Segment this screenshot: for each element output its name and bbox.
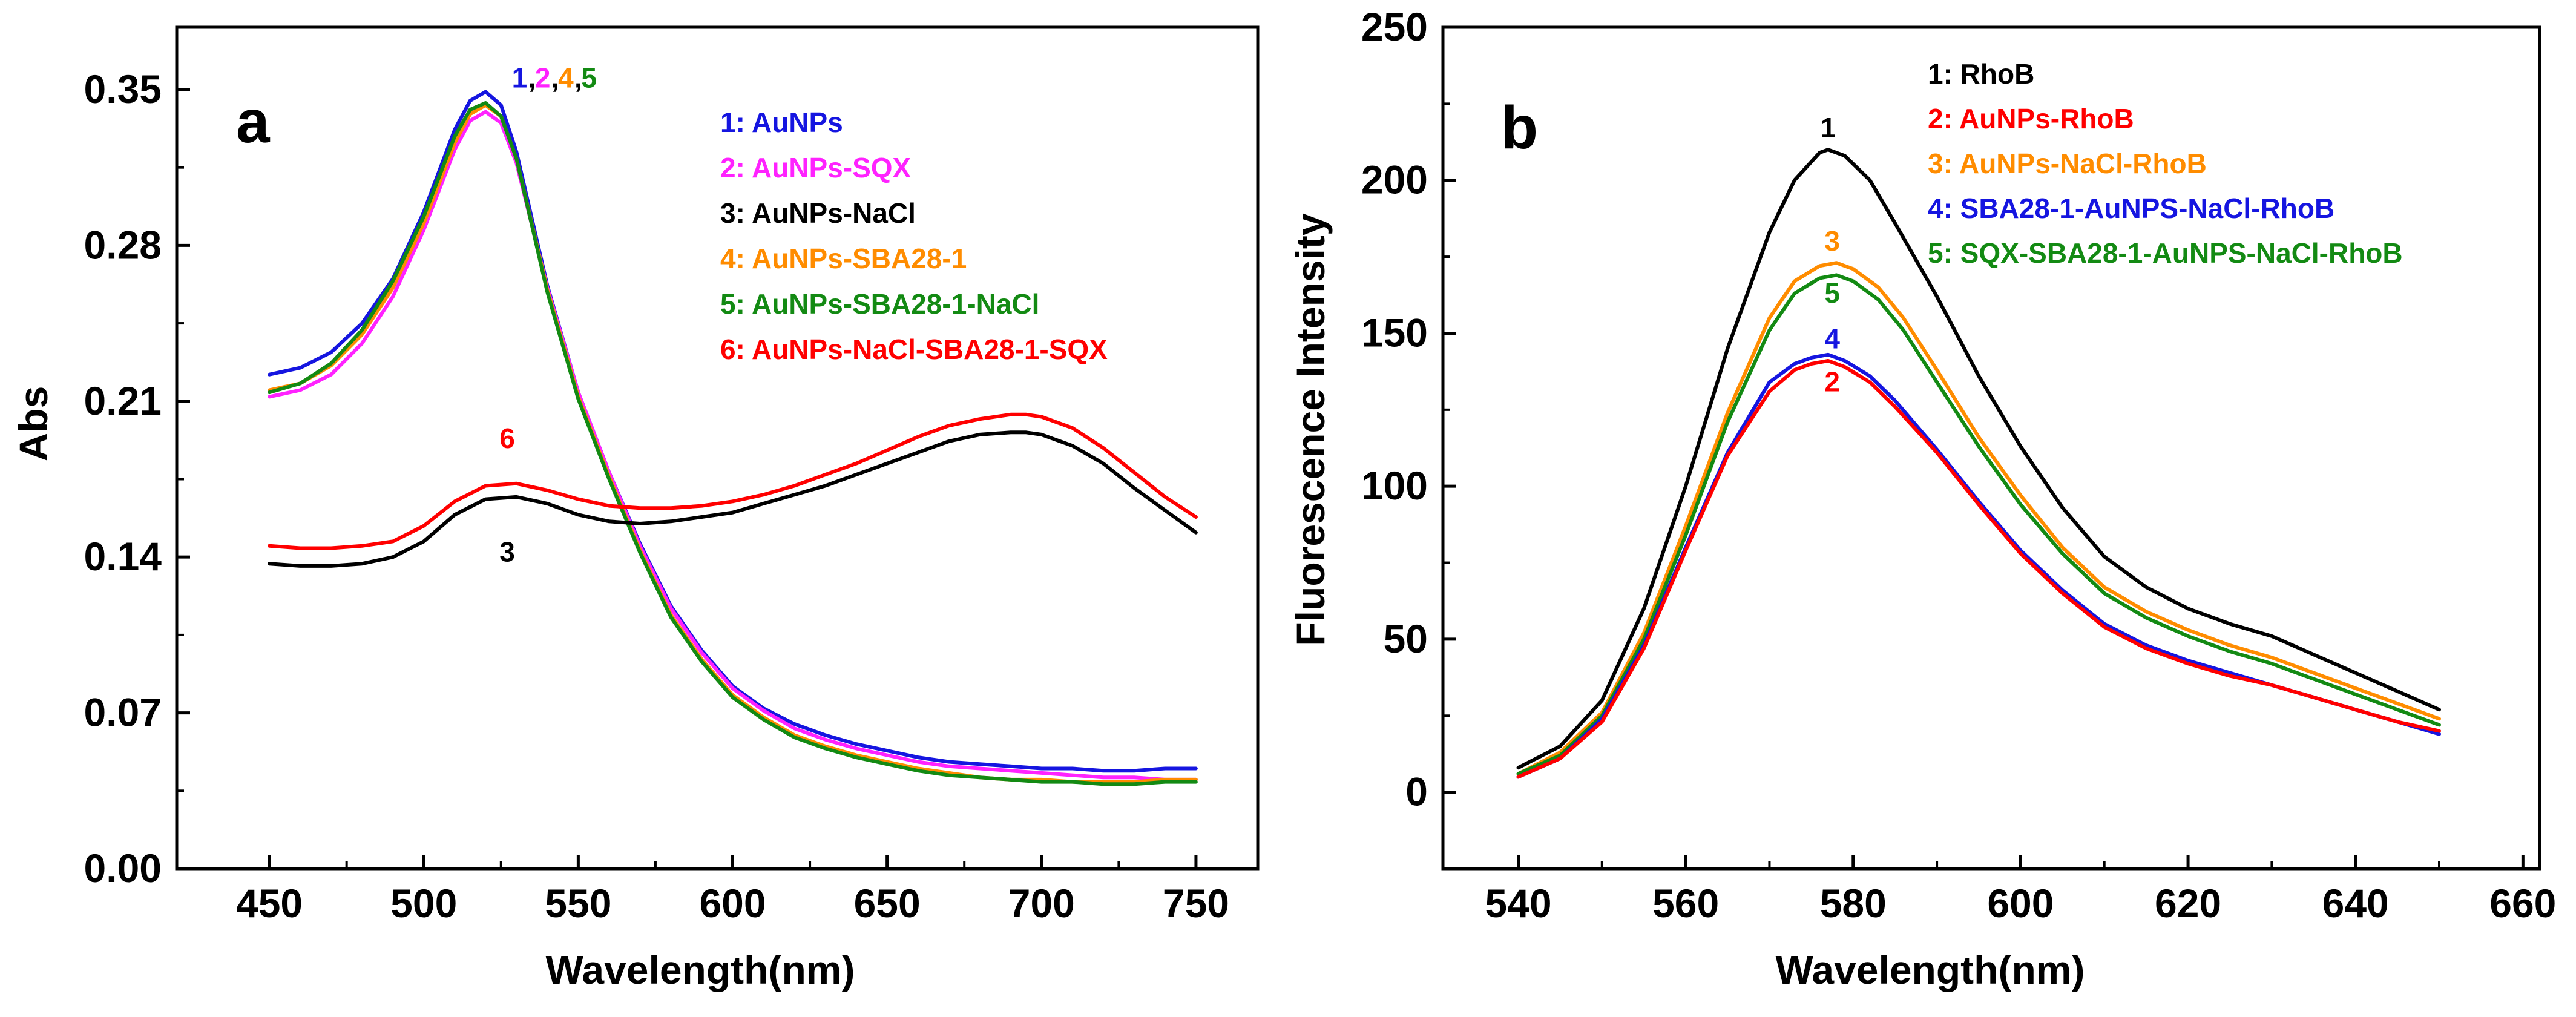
curve-number-label: 5 bbox=[581, 62, 597, 93]
legend-entry: 5: AuNPs-SBA28-1-NaCl bbox=[720, 288, 1039, 320]
curve-number-label: 4 bbox=[558, 62, 574, 93]
curve-number-label: , bbox=[574, 62, 582, 93]
panel-a-y-axis-title: Abs bbox=[11, 386, 56, 462]
y-tick-label: 0.28 bbox=[84, 222, 162, 267]
y-tick-label: 0 bbox=[1405, 769, 1428, 814]
panel-b-plot-frame bbox=[1441, 25, 2542, 871]
legend-entry: 1: RhoB bbox=[1928, 58, 2034, 90]
panel-a-plot-frame bbox=[175, 25, 1260, 871]
series-line bbox=[268, 101, 1198, 786]
y-tick-label: 150 bbox=[1361, 310, 1428, 355]
x-tick-label: 550 bbox=[545, 881, 611, 926]
y-tick-label: 0.14 bbox=[84, 534, 162, 579]
y-tick-label: 50 bbox=[1384, 616, 1428, 661]
y-tick-label: 200 bbox=[1361, 157, 1428, 202]
legend-entry: 6: AuNPs-NaCl-SBA28-1-SQX bbox=[720, 334, 1108, 365]
legend-entry: 2: AuNPs-RhoB bbox=[1928, 103, 2134, 134]
curve-number-label: 2 bbox=[535, 62, 551, 93]
x-tick-label: 660 bbox=[2489, 881, 2556, 926]
panel-a-letter: a bbox=[236, 88, 271, 156]
x-tick-label: 640 bbox=[2322, 881, 2389, 926]
x-tick-label: 650 bbox=[854, 881, 921, 926]
series-line bbox=[1516, 352, 2441, 779]
panel-a-absorbance-chart: 450 500 550 600 650 700 750 0.00 0.07 0.14 0.21 0.2… bbox=[11, 25, 1260, 992]
legend-entry: 3: AuNPs-NaCl-RhoB bbox=[1928, 148, 2207, 179]
curve-number-label: , bbox=[551, 62, 559, 93]
curve-number-label: 4 bbox=[1824, 323, 1840, 355]
panel-b-series bbox=[1516, 148, 2441, 779]
legend-entry: 5: SQX-SBA28-1-AuNPS-NaCl-RhoB bbox=[1928, 237, 2403, 269]
legend-entry: 4: SBA28-1-AuNPS-NaCl-RhoB bbox=[1928, 193, 2334, 224]
x-tick-label: 700 bbox=[1008, 881, 1075, 926]
panel-a-series bbox=[268, 90, 1198, 786]
curve-number-label: 2 bbox=[1824, 366, 1840, 397]
x-tick-label: 580 bbox=[1820, 881, 1887, 926]
panel-a-legend: 1: AuNPs 2: AuNPs-SQX 3: AuNPs-NaCl 4: AuNP… bbox=[720, 107, 1108, 365]
series-line bbox=[268, 412, 1198, 550]
y-tick-label: 0.00 bbox=[84, 846, 162, 890]
x-tick-label: 560 bbox=[1652, 881, 1719, 926]
curve-number-label: 5 bbox=[1824, 277, 1840, 309]
curve-number-label: , bbox=[528, 62, 536, 93]
series-line bbox=[1516, 148, 2441, 770]
x-tick-label: 540 bbox=[1485, 881, 1551, 926]
panel-b-x-axis-title: Wavelength(nm) bbox=[1776, 947, 2085, 992]
y-tick-label: 100 bbox=[1361, 463, 1428, 508]
y-tick-label: 250 bbox=[1361, 4, 1428, 49]
x-tick-label: 600 bbox=[1987, 881, 2054, 926]
y-tick-label: 0.07 bbox=[84, 690, 162, 735]
legend-entry: 3: AuNPs-NaCl bbox=[720, 197, 916, 229]
panel-a-x-axis-title: Wavelength(nm) bbox=[546, 947, 855, 992]
panel-b-ticks: 540 560 580 600 620 640 660 0 50 100 150 200 250 bbox=[1361, 4, 2557, 926]
series-line bbox=[268, 430, 1198, 568]
series-line bbox=[268, 90, 1198, 773]
x-tick-label: 450 bbox=[236, 881, 303, 926]
panel-b-letter: b bbox=[1501, 94, 1538, 162]
x-tick-label: 500 bbox=[390, 881, 457, 926]
panel-a-curve-labels: 1,2,4,563 bbox=[499, 62, 597, 567]
x-tick-label: 620 bbox=[2155, 881, 2221, 926]
series-line bbox=[1516, 358, 2441, 779]
panel-b-legend: 1: RhoB 2: AuNPs-RhoB 3: AuNPs-NaCl-RhoB 4:… bbox=[1928, 58, 2403, 269]
curve-number-label: 3 bbox=[499, 536, 515, 568]
curve-number-label: 6 bbox=[499, 423, 515, 454]
panel-a-ticks: 450 500 550 600 650 700 750 0.00 0.07 0.14 0.21 0.2… bbox=[84, 67, 1229, 926]
x-tick-label: 750 bbox=[1163, 881, 1229, 926]
y-tick-label: 0.35 bbox=[84, 67, 162, 111]
curve-number-label: 3 bbox=[1824, 225, 1840, 257]
series-line bbox=[1516, 261, 2441, 776]
y-tick-label: 0.21 bbox=[84, 378, 162, 423]
legend-entry: 2: AuNPs-SQX bbox=[720, 152, 912, 183]
curve-number-label: 1 bbox=[512, 62, 528, 93]
curve-number-label: 1 bbox=[1820, 112, 1836, 143]
legend-entry: 4: AuNPs-SBA28-1 bbox=[720, 243, 967, 274]
panel-b-curve-labels: 1 3 5 4 2 bbox=[1820, 112, 1840, 398]
series-line bbox=[1516, 273, 2441, 776]
x-tick-label: 600 bbox=[699, 881, 766, 926]
legend-entry: 1: AuNPs bbox=[720, 107, 843, 138]
panel-b-y-axis-title: Fluorescence Intensity bbox=[1288, 213, 1333, 647]
series-line bbox=[268, 110, 1198, 782]
